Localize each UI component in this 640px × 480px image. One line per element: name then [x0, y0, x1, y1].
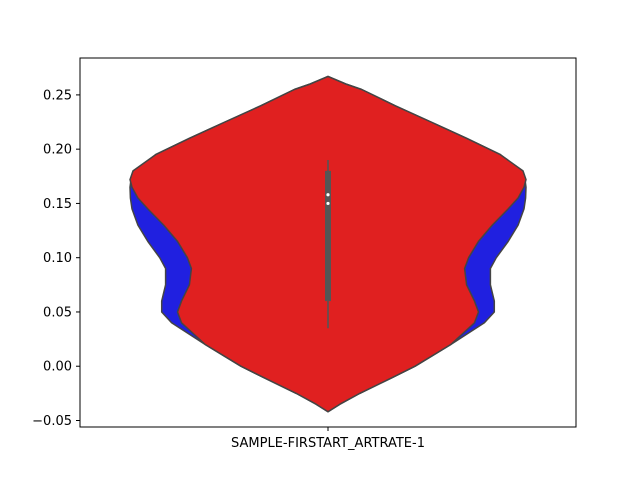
y-tick-label: −0.05 [32, 414, 72, 429]
x-tick-label: SAMPLE-FIRSTART_ARTRATE-1 [231, 436, 425, 451]
y-tick-label: 0.00 [43, 360, 72, 375]
y-tick-label: 0.15 [43, 197, 72, 212]
y-tick-label: 0.20 [43, 143, 72, 158]
box-iqr [325, 170, 331, 302]
box-layer [325, 160, 331, 329]
y-axis: −0.05 0.00 0.05 0.10 0.15 0.20 0.25 [32, 88, 80, 429]
median-dot-1 [326, 201, 330, 206]
x-axis: SAMPLE-FIRSTART_ARTRATE-1 [231, 427, 425, 451]
y-tick-label: 0.10 [43, 251, 72, 266]
y-tick-label: 0.05 [43, 305, 72, 320]
y-tick-label: 0.25 [43, 88, 72, 103]
median-dot-2 [326, 193, 330, 197]
